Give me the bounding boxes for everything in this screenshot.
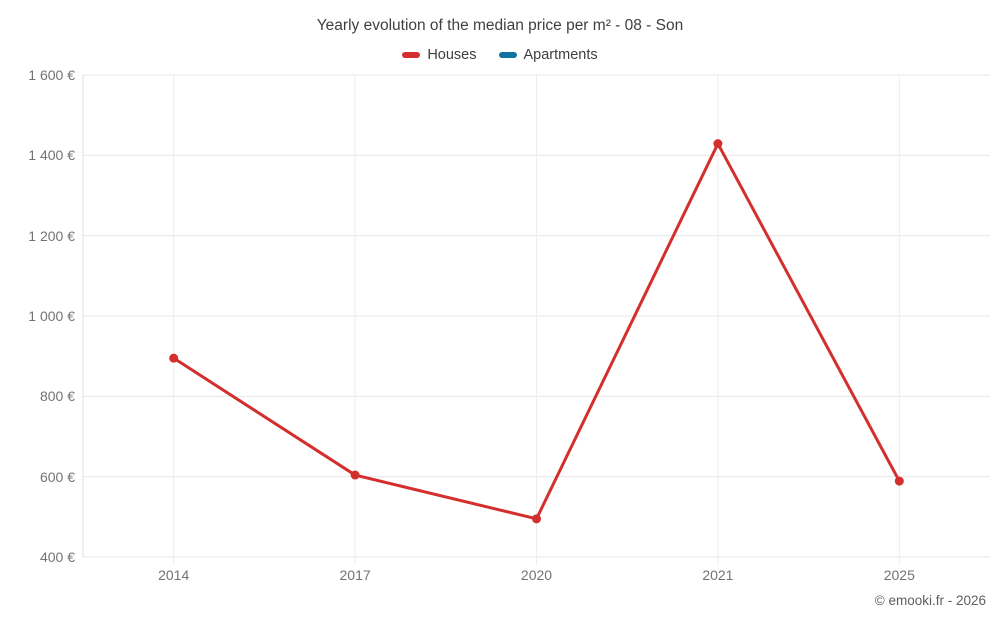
x-axis-tick-label: 2017 (339, 567, 371, 583)
legend-label: Apartments (523, 47, 598, 63)
y-axis-tick-label: 800 € (39, 388, 75, 405)
data-point-houses-2017[interactable] (350, 470, 360, 480)
data-point-houses-2025[interactable] (894, 476, 904, 486)
y-axis-tick-label: 1 200 € (28, 227, 75, 244)
legend-item-apartments[interactable]: Apartments (498, 47, 598, 63)
legend: Houses Apartments (0, 47, 1000, 63)
legend-swatch-apartments (498, 52, 517, 58)
y-axis-tick-label: 1 400 € (28, 147, 75, 164)
data-point-houses-2021[interactable] (713, 139, 723, 149)
legend-label: Houses (427, 47, 477, 63)
x-axis-tick-label: 2025 (883, 567, 915, 583)
y-axis-tick-label: 600 € (39, 468, 75, 485)
legend-swatch-houses (402, 52, 421, 58)
legend-item-houses[interactable]: Houses (402, 47, 477, 63)
x-axis-tick-label: 2020 (520, 567, 553, 583)
y-axis-tick-label: 400 € (39, 549, 75, 565)
copyright: © emooki.fr - 2026 (874, 593, 986, 608)
data-point-houses-2014[interactable] (169, 353, 179, 363)
y-axis-tick-label: 1 600 € (28, 67, 75, 83)
data-point-houses-2020[interactable] (532, 514, 541, 524)
y-axis-tick-label: 1 000 € (28, 308, 75, 324)
chart-title: Yearly evolution of the median price per… (316, 17, 684, 34)
x-axis-tick-label: 2014 (158, 567, 190, 583)
x-axis-tick-label: 2021 (702, 567, 734, 583)
